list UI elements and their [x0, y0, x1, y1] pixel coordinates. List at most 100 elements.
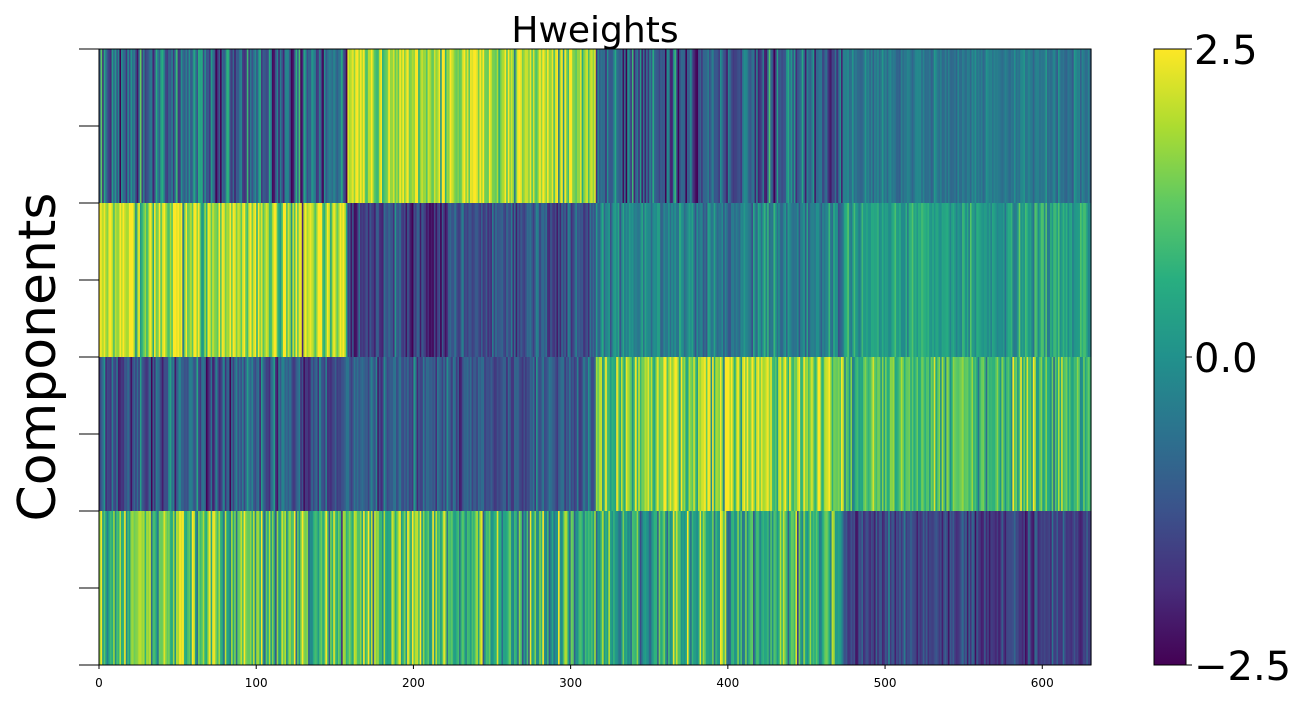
- heatmap-cell: [680, 203, 683, 357]
- heatmap-cell: [466, 49, 470, 203]
- heatmap-cell: [1002, 49, 1006, 203]
- heatmap-cell: [518, 203, 521, 357]
- heatmap-cell: [279, 203, 282, 357]
- heatmap-cell: [793, 49, 797, 203]
- heatmap-cell: [271, 357, 275, 511]
- heatmap-cell: [279, 49, 282, 203]
- heatmap-cell: [683, 49, 686, 203]
- heatmap-cell: [135, 511, 138, 665]
- heatmap-cell: [712, 511, 715, 665]
- heatmap-cell: [561, 49, 564, 203]
- x-tick-label: 100: [245, 676, 268, 690]
- heatmap-cell: [394, 357, 397, 511]
- heatmap-cell: [675, 511, 679, 665]
- heatmap-cell: [341, 49, 344, 203]
- heatmap-cell: [907, 511, 910, 665]
- heatmap-cell: [381, 511, 385, 665]
- heatmap-cell: [564, 49, 567, 203]
- heatmap-cell: [259, 49, 262, 203]
- heatmap-cell: [331, 511, 334, 665]
- heatmap-cell: [378, 511, 382, 665]
- heatmap-cell: [701, 49, 704, 203]
- heatmap-cell: [636, 511, 639, 665]
- heatmap-cell: [443, 511, 446, 665]
- heatmap-cell: [1086, 49, 1089, 203]
- heatmap-cell: [911, 357, 914, 511]
- heatmap-cell: [756, 49, 759, 203]
- heatmap-cell: [235, 49, 238, 203]
- heatmap-cell: [894, 511, 897, 665]
- heatmap-cell: [619, 49, 622, 203]
- heatmap-cell: [325, 49, 328, 203]
- heatmap-cell: [339, 511, 342, 665]
- heatmap-cell: [779, 203, 782, 357]
- y-axis-label: Components: [8, 193, 68, 522]
- heatmap-cell: [804, 203, 808, 357]
- heatmap-cell: [759, 511, 762, 665]
- heatmap-cell: [190, 357, 193, 511]
- heatmap-cell: [370, 357, 374, 511]
- heatmap-cell: [443, 357, 446, 511]
- heatmap-cell: [542, 203, 545, 357]
- heatmap-cell: [245, 511, 248, 665]
- heatmap-cell: [1070, 357, 1073, 511]
- heatmap-cell: [969, 511, 973, 665]
- heatmap-cell: [509, 357, 512, 511]
- heatmap-cell: [1059, 357, 1062, 511]
- heatmap-cell: [764, 511, 767, 665]
- heatmap-cell: [710, 511, 713, 665]
- heatmap-cell: [869, 49, 872, 203]
- heatmap-cell: [944, 203, 947, 357]
- heatmap-cell: [237, 511, 240, 665]
- heatmap-cell: [268, 49, 271, 203]
- heatmap-cell: [391, 511, 394, 665]
- heatmap-cell: [686, 357, 690, 511]
- heatmap-cell: [377, 511, 380, 665]
- heatmap-cell: [344, 357, 347, 511]
- heatmap-cell: [330, 511, 333, 665]
- heatmap-cell: [276, 357, 279, 511]
- heatmap-cell: [403, 49, 407, 203]
- heatmap-cell: [977, 511, 980, 665]
- heatmap-cell: [900, 511, 903, 665]
- heatmap-cell: [185, 49, 188, 203]
- heatmap-cell: [350, 357, 353, 511]
- heatmap-cell: [248, 511, 251, 665]
- heatmap-cell: [424, 357, 427, 511]
- heatmap-cell: [457, 49, 460, 203]
- heatmap-cell: [653, 511, 657, 665]
- heatmap-cell: [545, 49, 548, 203]
- heatmap-cell: [248, 49, 251, 203]
- heatmap-cell: [215, 357, 218, 511]
- heatmap-cell: [952, 49, 955, 203]
- heatmap-cell: [350, 49, 353, 203]
- heatmap-cell: [790, 511, 793, 665]
- heatmap-cell: [696, 511, 699, 665]
- heatmap-cell: [973, 49, 976, 203]
- heatmap-cell: [925, 357, 929, 511]
- heatmap-cell: [844, 49, 847, 203]
- heatmap-cell: [889, 203, 892, 357]
- heatmap-cell: [919, 511, 922, 665]
- heatmap-cell: [487, 203, 490, 357]
- heatmap-cell: [682, 49, 685, 203]
- heatmap-cell: [735, 203, 738, 357]
- heatmap-cell: [1006, 357, 1009, 511]
- heatmap-cell: [482, 357, 485, 511]
- heatmap-cell: [836, 203, 839, 357]
- heatmap-cell: [625, 511, 628, 665]
- heatmap-cell: [918, 511, 921, 665]
- heatmap-cell: [980, 357, 984, 511]
- heatmap-cell: [726, 357, 729, 511]
- heatmap-cell: [421, 203, 424, 357]
- heatmap-cell: [664, 49, 668, 203]
- heatmap-cell: [1057, 511, 1061, 665]
- heatmap-cell: [308, 357, 311, 511]
- heatmap-cell: [874, 49, 877, 203]
- heatmap-cell: [333, 357, 336, 511]
- chart-title: Hweights: [511, 10, 678, 51]
- heatmap-cell: [570, 511, 573, 665]
- heatmap-cell: [908, 357, 911, 511]
- heatmap-cell: [501, 203, 504, 357]
- heatmap-cell: [877, 203, 880, 357]
